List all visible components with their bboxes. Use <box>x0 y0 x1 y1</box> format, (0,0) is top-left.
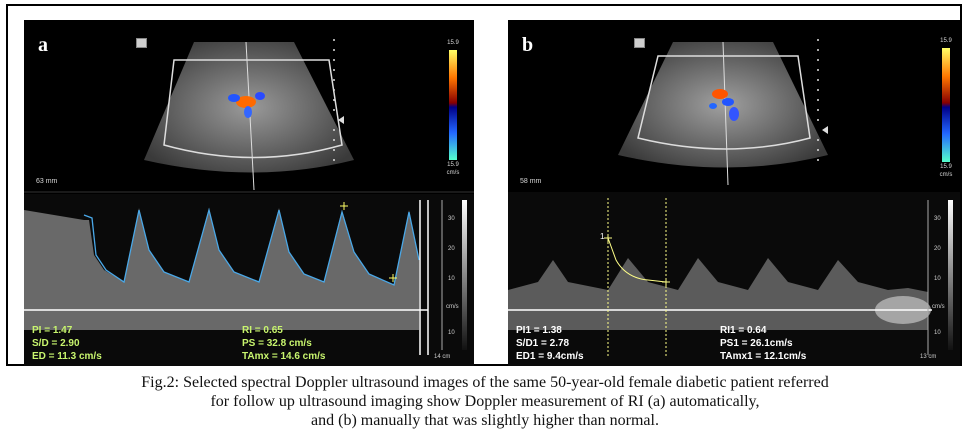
tamx-value: TAmx1 = 12.1cm/s <box>720 351 807 362</box>
ps-value: PS = 32.8 cm/s <box>242 338 312 349</box>
colorbar-unit: cm/s <box>446 170 460 176</box>
doppler-panel-a: a 63 mm 15.9 15.9 cm/s 30 20 10 cm/s 10 … <box>24 20 474 366</box>
ri-value: RI1 = 0.64 <box>720 325 767 336</box>
colorbar-max: 15.9 <box>940 38 952 44</box>
ed-value: ED1 = 9.4cm/s <box>516 351 584 362</box>
scale-tick: 10 <box>934 276 941 282</box>
scale-tick: 30 <box>934 216 941 222</box>
ultrasound-image-b <box>508 39 960 366</box>
depth-label: 58 mm <box>520 178 542 185</box>
tamx-value: TAmx = 14.6 cm/s <box>242 351 326 362</box>
panel-label: b <box>522 34 534 56</box>
measurements-left: PI = 1.47 S/D = 2.90 ED = 11.3 cm/s <box>32 324 102 363</box>
colorbar-max: 15.9 <box>447 40 459 46</box>
pi-value: PI = 1.47 <box>32 325 73 336</box>
scale-tick: 10 <box>448 330 455 336</box>
caption-line: and (b) manually that was slightly highe… <box>311 412 659 429</box>
caption-line: for follow up ultrasound imaging show Do… <box>210 393 760 410</box>
panel-label: a <box>38 34 48 56</box>
figure-caption: Fig.2: Selected spectral Doppler ultraso… <box>0 373 970 430</box>
ps-value: PS1 = 26.1cm/s <box>720 338 793 349</box>
probe-indicator-icon <box>634 38 645 48</box>
scale-tick: 20 <box>448 246 455 252</box>
scale-tick: 20 <box>934 246 941 252</box>
colorbar-min: 15.9 <box>447 162 459 168</box>
colorbar-min: 15.9 <box>940 164 952 170</box>
caliper-marker: 1 <box>600 232 605 241</box>
caption-line: Fig.2: Selected spectral Doppler ultraso… <box>141 374 829 391</box>
sd-value: S/D = 2.90 <box>32 338 80 349</box>
colorbar-unit: cm/s <box>939 172 953 178</box>
scale-unit: cm/s <box>932 304 945 310</box>
ed-value: ED = 11.3 cm/s <box>32 351 102 362</box>
measurements-right: RI1 = 0.64 PS1 = 26.1cm/s TAmx1 = 12.1cm… <box>720 324 806 363</box>
measurements-left: PI1 = 1.38 S/D1 = 2.78 ED1 = 9.4cm/s <box>516 324 584 363</box>
measurements-right: RI = 0.65 PS = 32.8 cm/s TAmx = 14.6 cm/… <box>242 324 325 363</box>
scale-unit: cm/s <box>446 304 459 310</box>
scale-tick: 10 <box>448 276 455 282</box>
doppler-panel-b: b 58 mm 15.9 15.9 cm/s 1 30 20 10 cm/s 1… <box>508 20 960 366</box>
depth-label: 63 mm <box>36 178 58 185</box>
scale-depth: 14 cm <box>434 354 451 360</box>
scale-depth: 13 cm <box>920 354 937 360</box>
ultrasound-image-a <box>24 39 474 366</box>
pi-value: PI1 = 1.38 <box>516 325 562 336</box>
figure-frame: a 63 mm 15.9 15.9 cm/s 30 20 10 cm/s 10 … <box>6 4 962 366</box>
probe-indicator-icon <box>136 38 147 48</box>
ri-value: RI = 0.65 <box>242 325 283 336</box>
sd-value: S/D1 = 2.78 <box>516 338 570 349</box>
scale-tick: 10 <box>934 330 941 336</box>
scale-tick: 30 <box>448 216 455 222</box>
